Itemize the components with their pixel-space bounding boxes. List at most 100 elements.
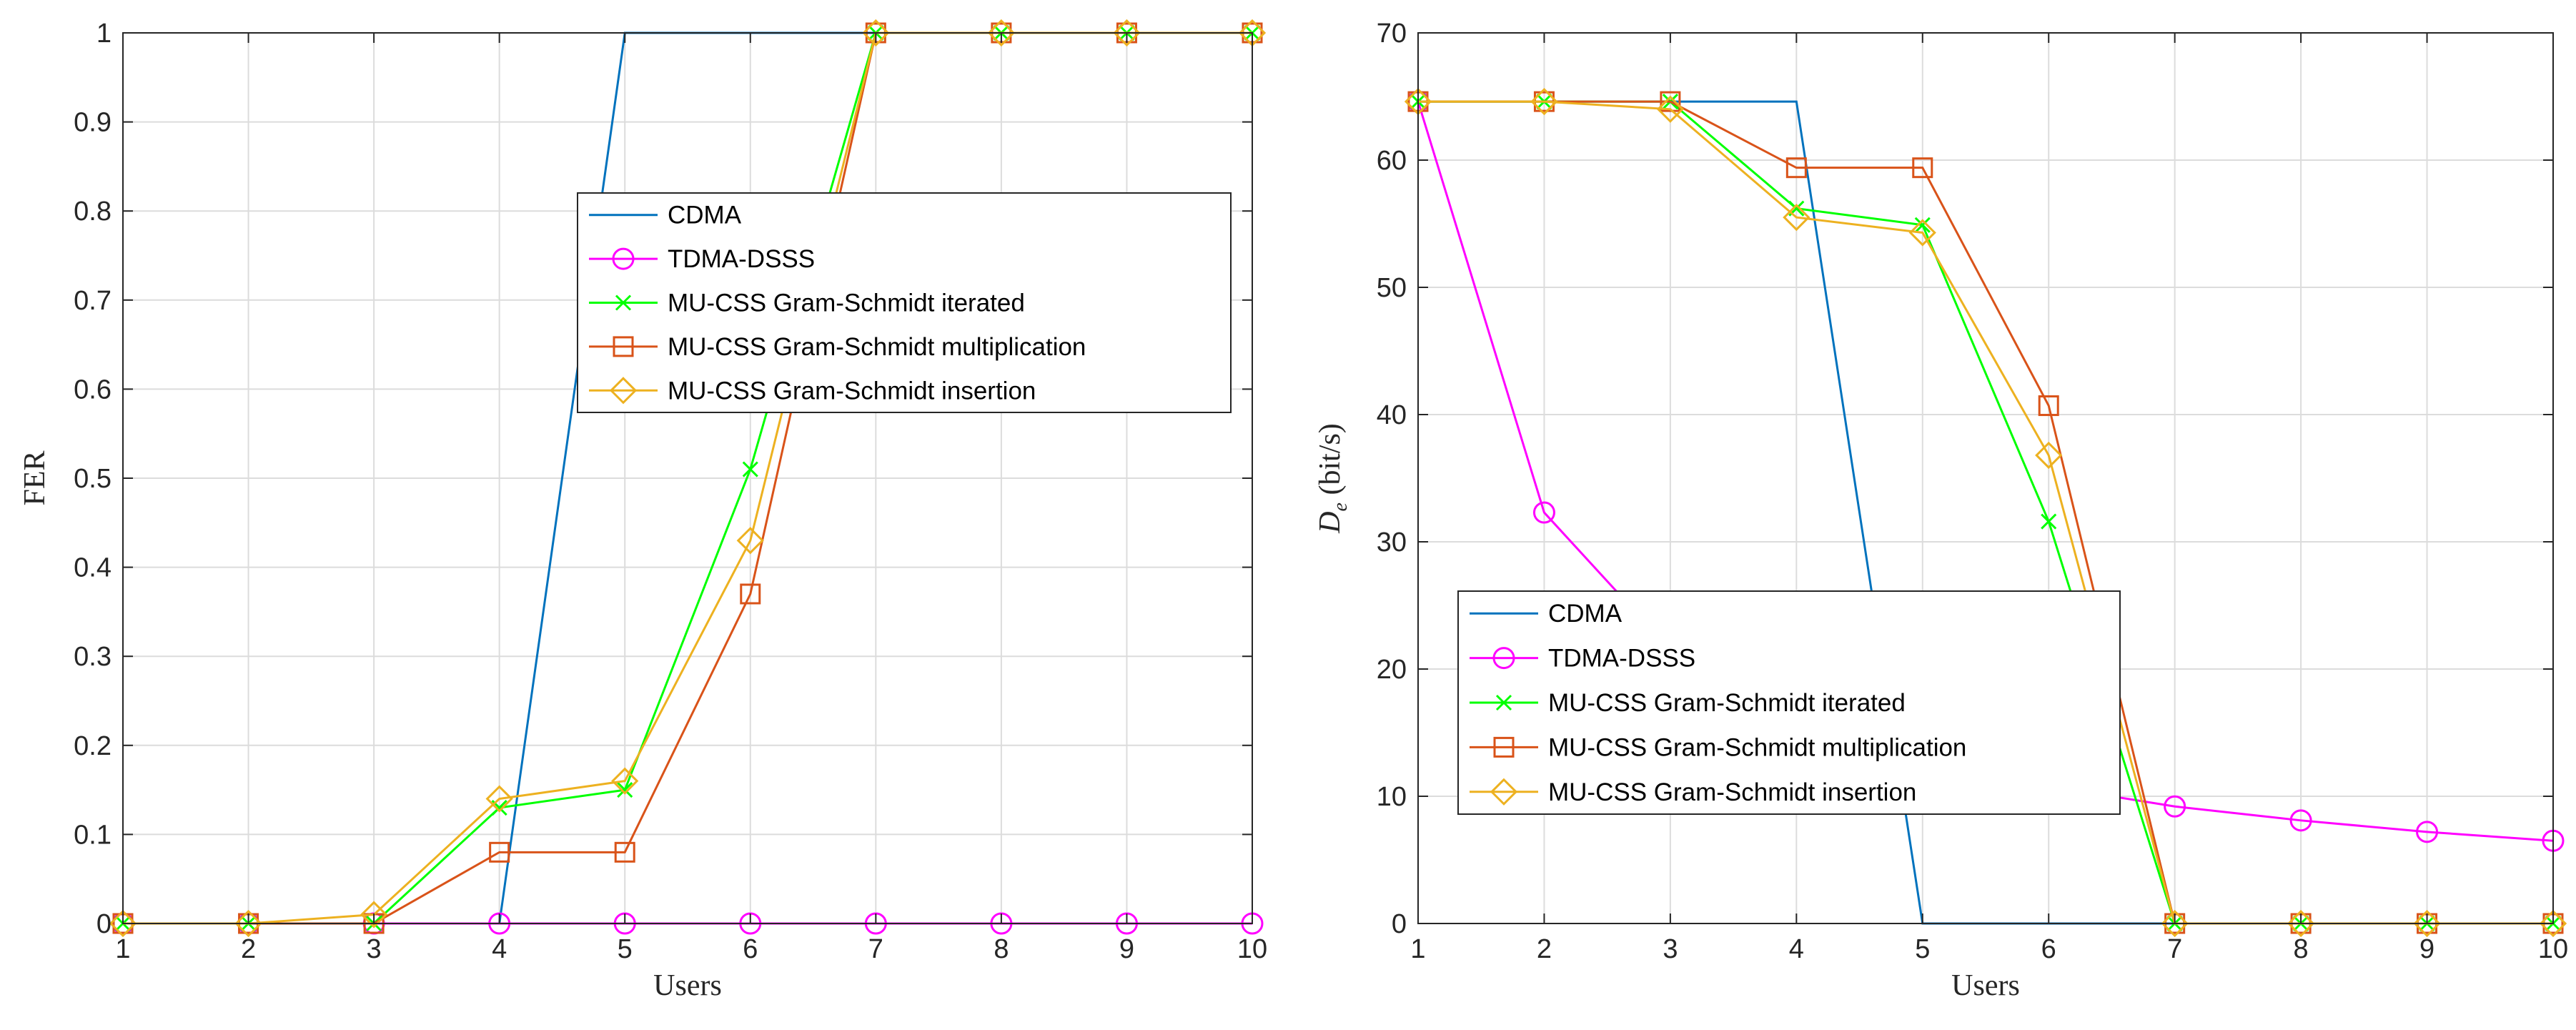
legend-entry: TDMA-DSSS	[1470, 645, 1695, 673]
data-point	[2038, 395, 2059, 417]
legend-box	[577, 192, 1232, 413]
legend-label: MU-CSS Gram-Schmidt multiplication	[1548, 733, 1966, 761]
data-point	[2161, 909, 2189, 938]
x-tick-label: 6	[2041, 934, 2056, 964]
data-point	[1113, 19, 1141, 47]
y-axis-label: De (bit/s)	[1314, 423, 1352, 534]
legend-entry: MU-CSS Gram-Schmidt iterated	[1470, 689, 1906, 717]
y-tick-label: 30	[1377, 528, 1407, 558]
legend-label: TDMA-DSSS	[1548, 645, 1695, 673]
legend-entry: MU-CSS Gram-Schmidt multiplication	[589, 333, 1086, 361]
y-tick-label: 0.1	[74, 820, 112, 850]
x-axis-label: Users	[653, 969, 722, 1002]
x-tick-label: 1	[1410, 934, 1425, 964]
data-point	[614, 841, 635, 863]
y-tick-label: 0.6	[74, 375, 112, 405]
y-tick-label: 0	[96, 909, 112, 939]
y-tick-label: 60	[1377, 146, 1407, 176]
data-point	[2416, 821, 2439, 843]
data-point	[2289, 809, 2312, 832]
legend-label: MU-CSS Gram-Schmidt iterated	[1548, 689, 1906, 717]
data-point	[611, 767, 639, 795]
x-tick-label: 3	[367, 934, 382, 964]
legend-label: MU-CSS Gram-Schmidt multiplication	[668, 333, 1086, 361]
data-point	[1908, 219, 1936, 247]
legend-label: MU-CSS Gram-Schmidt iterated	[668, 289, 1025, 317]
data-point	[617, 782, 633, 798]
y-tick-label: 0.7	[74, 286, 112, 316]
data-point	[2287, 909, 2315, 938]
data-point	[987, 19, 1016, 47]
data-point	[1660, 91, 1681, 112]
data-point	[1656, 95, 1685, 123]
x-tick-label: 9	[2419, 934, 2434, 964]
axes-box	[1417, 32, 2554, 924]
legend: CDMA TDMA-DSSS MU-CSS Gram-Schmidt iterate…	[577, 192, 1232, 413]
legend-entry: MU-CSS Gram-Schmidt insertion	[589, 377, 1036, 405]
x-tick-label: 1	[115, 934, 130, 964]
legend-entry: CDMA	[589, 202, 742, 229]
data-point	[1914, 217, 1931, 233]
chart-1: 1 2 3 4 5 6 7 8 9 10 0 0.1 0.2 0.3 0.4 0.5 0.6 0.7 0.8 0.9 1…	[19, 19, 1267, 1002]
y-tick-label: 1	[96, 19, 112, 49]
chart-2: 1 2 3 4 5 6 7 8 9 10 0 10 20 30 40 50 60 70 Users De (bit/s…	[1314, 19, 2568, 1002]
x-tick-label: 2	[241, 934, 256, 964]
y-tick-label: 40	[1377, 400, 1407, 430]
legend-entry: MU-CSS Gram-Schmidt insertion	[1470, 778, 1916, 806]
data-point	[736, 527, 764, 555]
legend-marker	[1493, 736, 1515, 758]
x-tick-label: 8	[994, 934, 1009, 964]
data-point	[1785, 157, 1807, 179]
legend-marker	[613, 336, 634, 357]
legend-marker	[615, 294, 632, 311]
legend-box	[1457, 590, 2121, 815]
legend-entry: CDMA	[1470, 600, 1623, 628]
x-tick-label: 9	[1119, 934, 1134, 964]
legend-marker	[1490, 778, 1518, 806]
y-tick-label: 20	[1377, 655, 1407, 685]
y-tick-label: 0.5	[74, 464, 112, 494]
legend-entry: MU-CSS Gram-Schmidt multiplication	[1470, 733, 1966, 761]
x-tick-label: 10	[1237, 934, 1267, 964]
y-tick-label: 50	[1377, 273, 1407, 303]
data-point	[2035, 441, 2063, 470]
x-axis-label: Users	[1951, 969, 2020, 1002]
data-point	[109, 909, 137, 938]
data-point	[360, 901, 388, 929]
x-tick-label: 7	[2167, 934, 2182, 964]
x-tick-label: 4	[1789, 934, 1804, 964]
data-point	[1912, 157, 1933, 179]
data-point	[485, 785, 513, 813]
data-point	[1530, 87, 1558, 116]
data-point	[234, 909, 262, 938]
y-tick-label: 0	[1392, 909, 1407, 939]
data-point	[2164, 795, 2186, 818]
data-point	[489, 841, 510, 863]
data-point	[2041, 513, 2057, 530]
legend-entry: TDMA-DSSS	[589, 245, 815, 273]
legend-label: CDMA	[668, 202, 742, 229]
x-tick-label: 7	[868, 934, 883, 964]
legend-marker	[609, 377, 638, 405]
data-point	[862, 19, 890, 47]
x-tick-label: 4	[492, 934, 507, 964]
x-tick-label: 5	[1915, 934, 1930, 964]
y-tick-label: 0.8	[74, 197, 112, 227]
data-point	[742, 461, 758, 477]
y-tick-label: 70	[1377, 19, 1407, 49]
legend-label: CDMA	[1548, 600, 1623, 628]
legend-label: TDMA-DSSS	[668, 245, 815, 273]
legend-entry: MU-CSS Gram-Schmidt iterated	[589, 289, 1025, 317]
y-tick-label: 0.3	[74, 642, 112, 672]
data-point	[2413, 909, 2441, 938]
legend: CDMA TDMA-DSSS MU-CSS Gram-Schmidt iterate…	[1457, 590, 2121, 815]
y-tick-label: 0.9	[74, 108, 112, 138]
y-axis-label: FER	[19, 450, 51, 505]
y-tick-label: 10	[1377, 782, 1407, 812]
data-point	[1532, 501, 1555, 524]
legend-label: MU-CSS Gram-Schmidt insertion	[668, 377, 1036, 405]
legend-marker	[1495, 694, 1512, 711]
data-point	[2539, 909, 2567, 938]
x-tick-label: 6	[743, 934, 758, 964]
